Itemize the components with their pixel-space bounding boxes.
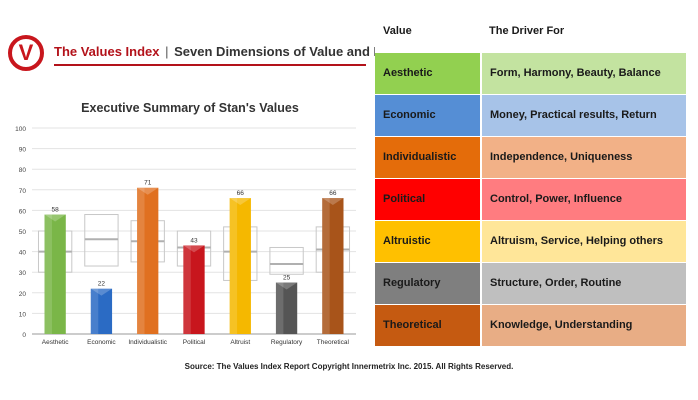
table-cell-driver: Structure, Order, Routine [481,262,686,305]
norm-band-box [269,246,304,275]
y-tick-label: 100 [15,126,26,133]
data-label: 25 [283,275,291,282]
chart-y-axis: 0 10 20 30 40 50 60 70 80 90 100 [15,126,26,339]
data-label: 58 [52,207,60,214]
y-tick-label: 20 [19,291,27,298]
y-tick-label: 0 [22,332,26,339]
y-tick-label: 80 [19,167,27,174]
table-cell-driver: Independence, Uniqueness [481,136,686,179]
source-note: Source: The Values Index Report Copyrigh… [184,362,514,371]
table-cell-driver: Knowledge, Understanding [481,304,686,347]
values-table: Value The Driver For Aesthetic Form, Harm… [375,10,686,347]
table-row: Individualistic Independence, Uniqueness [375,136,686,179]
header-rule [54,64,366,66]
table-cell-value: Aesthetic [375,52,482,95]
bar [90,288,113,334]
brand-separator: | [165,44,169,59]
table-header-driver: The Driver For [481,10,686,53]
table-cell-value: Individualistic [375,136,482,179]
table-header-value: Value [375,10,481,53]
table-row: Economic Money, Practical results, Return [375,94,686,137]
chart-x-axis: Aesthetic Economic Individualistic Politica… [42,339,350,346]
bar-tip [183,245,205,253]
x-tick-label: Theoretical [317,339,350,346]
table-body: Aesthetic Form, Harmony, Beauty, Balance E… [375,52,686,347]
data-label: 66 [329,190,337,197]
table-row: Altruistic Altruism, Service, Helping oth… [375,220,686,263]
bar-tip [229,198,251,206]
data-label: 43 [190,237,198,244]
table-row: Aesthetic Form, Harmony, Beauty, Balance [375,52,686,95]
bar-highlight [229,198,238,334]
y-tick-label: 70 [19,188,27,195]
x-tick-label: Altruist [230,339,250,346]
table-cell-value: Altruistic [375,220,482,263]
bar-tip [90,288,113,296]
logo-letter: V [18,40,34,65]
table-cell-value: Political [375,178,482,221]
brand-title: The Values Index [54,44,160,59]
bar-highlight [322,198,330,334]
table-cell-value: Economic [375,94,482,137]
bar-highlight [183,245,191,334]
table-cell-value: Theoretical [375,304,482,347]
brand-header: V The Values Index | Seven Dimensions of… [8,35,439,75]
y-tick-label: 90 [19,147,27,154]
table-header-row: Value The Driver For [375,10,686,53]
bar-tip [275,282,298,290]
y-tick-label: 10 [19,311,27,318]
bar-highlight [137,187,145,334]
brand-title-line: The Values Index | Seven Dimensions of V… [54,44,439,59]
x-tick-label: Aesthetic [42,339,69,346]
bar [44,214,66,334]
table-row: Political Control, Power, Influence [375,178,686,221]
table-cell-driver: Control, Power, Influence [481,178,686,221]
y-tick-label: 60 [19,208,27,215]
y-tick-label: 50 [19,229,27,236]
table-cell-driver: Form, Harmony, Beauty, Balance [481,52,686,95]
chart-bars: 58 22 71 43 66 25 66 [44,180,344,334]
table-cell-driver: Money, Practical results, Return [481,94,686,137]
chart-title: Executive Summary of Stan's Values [81,101,299,115]
data-label: 66 [237,190,245,197]
table-cell-driver: Altruism, Service, Helping others [481,220,686,263]
data-label: 22 [98,281,106,288]
bar [229,198,251,334]
data-label: 71 [144,180,152,187]
x-tick-label: Individualistic [128,339,167,346]
bar-tip [137,187,159,195]
table-row: Theoretical Knowledge, Understanding [375,304,686,347]
values-bar-chart: Executive Summary of Stan's Values 0 10 20… [15,101,356,346]
brand-subtitle: Seven Dimensions of Value and Motivation [174,44,439,59]
table-cell-value: Regulatory [375,262,482,305]
brand-logo-icon: V [8,35,44,71]
y-tick-label: 40 [19,250,27,257]
bar-tip [44,214,66,222]
bar [183,245,205,334]
bar [322,198,344,334]
y-tick-label: 30 [19,270,27,277]
x-tick-label: Economic [87,339,116,346]
x-tick-label: Political [183,339,206,346]
bar [137,187,159,334]
bar-highlight [90,288,99,334]
bar-highlight [44,214,52,334]
bar-tip [322,198,344,206]
bar [275,282,298,334]
bar-highlight [275,282,284,334]
norm-band-box [84,214,119,267]
table-row: Regulatory Structure, Order, Routine [375,262,686,305]
x-tick-label: Regulatory [271,339,303,346]
